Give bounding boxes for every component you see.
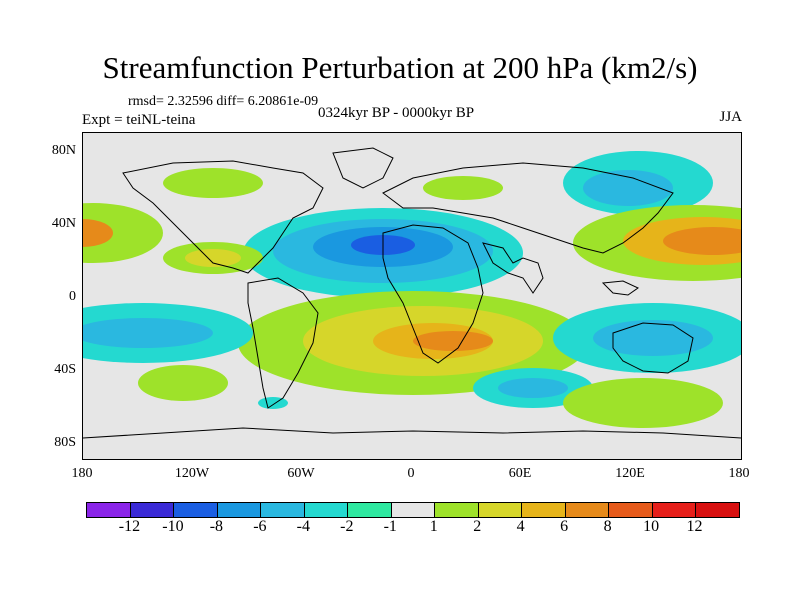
colorbar-label: 8 <box>603 518 612 535</box>
colorbar-swatch <box>565 503 610 517</box>
experiment-label: Expt = teiNL-teina <box>82 112 196 128</box>
colorbar-swatch <box>696 503 739 517</box>
lon-tick-180w: 180 <box>71 466 93 481</box>
chart-title: Streamfunction Perturbation at 200 hPa (… <box>102 50 698 85</box>
colorbar-label: 1 <box>429 518 438 535</box>
colorbar-label: 6 <box>560 518 569 535</box>
season-label: JJA <box>719 109 742 125</box>
lat-tick-40n: 40N <box>51 216 76 231</box>
colorbar-swatch <box>435 503 479 517</box>
colorbar-swatch <box>478 503 523 517</box>
colorbar-swatch <box>174 503 218 517</box>
colorbar-swatch <box>261 503 305 517</box>
colorbar-label: -2 <box>340 518 354 535</box>
coastlines <box>83 147 741 439</box>
colorbar <box>86 502 740 518</box>
lat-tick-0: 0 <box>69 289 76 304</box>
colorbar-label: 12 <box>686 518 703 535</box>
colorbar-swatch <box>522 503 566 517</box>
rmsd-stats: rmsd= 2.32596 diff= 6.20861e-09 <box>128 94 319 109</box>
lat-tick-40s: 40S <box>54 362 76 377</box>
lat-tick-80s: 80S <box>54 435 76 450</box>
colorbar-label: 4 <box>516 518 525 535</box>
lon-tick-180e: 180 <box>728 466 750 481</box>
colorbar-label: 2 <box>473 518 482 535</box>
colorbar-label: -10 <box>162 518 184 535</box>
colorbar-swatch <box>87 503 131 517</box>
colorbar-label: -4 <box>296 518 310 535</box>
colorbar-swatch <box>304 503 349 517</box>
contour-fills <box>83 151 741 428</box>
lon-tick-60e: 60E <box>508 466 532 481</box>
lon-tick-60w: 60W <box>287 466 315 481</box>
colorbar-swatch <box>609 503 653 517</box>
map-panel <box>82 132 742 460</box>
colorbar-swatch <box>217 503 262 517</box>
colorbar-swatch <box>130 503 175 517</box>
lon-tick-120w: 120W <box>174 466 210 481</box>
colorbar-swatch <box>391 503 436 517</box>
colorbar-swatch <box>652 503 697 517</box>
colorbar-label: -8 <box>209 518 224 535</box>
lon-tick-0: 0 <box>407 466 415 481</box>
colorbar-label: -12 <box>118 518 141 535</box>
colorbar-swatch <box>348 503 392 517</box>
lat-tick-80n: 80N <box>51 143 76 158</box>
lon-tick-120e: 120E <box>615 466 645 481</box>
colorbar-label: -1 <box>383 518 397 535</box>
colorbar-label: 10 <box>643 518 660 535</box>
colorbar-label: -6 <box>253 518 267 535</box>
streamfunction-map <box>83 133 741 459</box>
period-label: 0324kyr BP - 0000kyr BP <box>318 105 475 121</box>
